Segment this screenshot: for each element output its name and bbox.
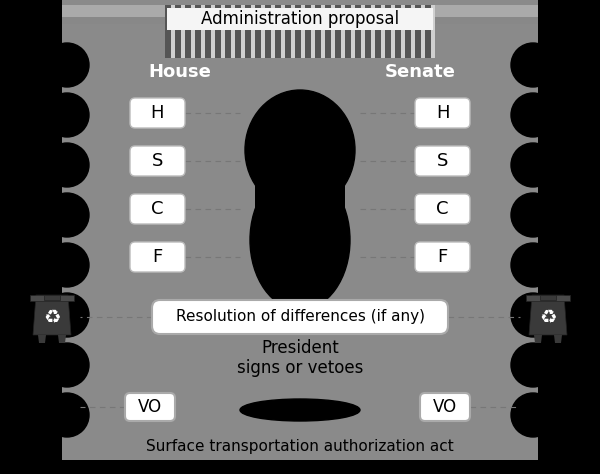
- Bar: [225, 5, 231, 58]
- Circle shape: [511, 193, 555, 237]
- Text: Administration proposal: Administration proposal: [201, 10, 399, 28]
- Bar: [425, 5, 431, 58]
- Text: C: C: [436, 200, 449, 218]
- Bar: [435, 17, 538, 24]
- Text: President
signs or vetoes: President signs or vetoes: [237, 338, 363, 377]
- Circle shape: [45, 43, 89, 87]
- Bar: [435, 5, 538, 17]
- Bar: [315, 5, 321, 58]
- FancyBboxPatch shape: [420, 393, 470, 421]
- Text: Resolution of differences (if any): Resolution of differences (if any): [176, 310, 425, 325]
- Bar: [405, 5, 411, 58]
- Bar: [165, 5, 435, 58]
- Text: Senate: Senate: [385, 63, 455, 81]
- Circle shape: [511, 393, 555, 437]
- Circle shape: [45, 243, 89, 287]
- Bar: [0, 0, 62, 474]
- Circle shape: [45, 343, 89, 387]
- Text: C: C: [151, 200, 164, 218]
- Bar: [215, 5, 221, 58]
- Ellipse shape: [240, 399, 360, 421]
- Circle shape: [45, 93, 89, 137]
- Bar: [395, 5, 401, 58]
- Ellipse shape: [250, 170, 350, 310]
- Text: Surface transportation authorization act: Surface transportation authorization act: [146, 439, 454, 455]
- Circle shape: [511, 343, 555, 387]
- Bar: [375, 5, 381, 58]
- Text: House: House: [149, 63, 211, 81]
- Text: S: S: [152, 152, 163, 170]
- FancyBboxPatch shape: [125, 393, 175, 421]
- Bar: [325, 5, 331, 58]
- Polygon shape: [554, 335, 562, 343]
- Bar: [62, 5, 165, 17]
- Polygon shape: [534, 335, 542, 343]
- Ellipse shape: [245, 90, 355, 210]
- Bar: [60, 0, 540, 470]
- Text: H: H: [436, 104, 449, 122]
- Circle shape: [511, 93, 555, 137]
- Text: H: H: [151, 104, 164, 122]
- Bar: [245, 5, 251, 58]
- Bar: [175, 5, 181, 58]
- Bar: [365, 5, 371, 58]
- Bar: [265, 5, 271, 58]
- Text: ♻: ♻: [539, 308, 557, 327]
- Text: S: S: [437, 152, 448, 170]
- FancyBboxPatch shape: [130, 194, 185, 224]
- Circle shape: [45, 293, 89, 337]
- Bar: [205, 5, 211, 58]
- Polygon shape: [38, 335, 46, 343]
- Bar: [165, 5, 171, 58]
- Polygon shape: [30, 295, 74, 301]
- FancyBboxPatch shape: [130, 98, 185, 128]
- Circle shape: [511, 293, 555, 337]
- FancyBboxPatch shape: [415, 194, 470, 224]
- FancyBboxPatch shape: [152, 300, 448, 334]
- Bar: [415, 5, 421, 58]
- Text: F: F: [152, 248, 163, 266]
- Bar: [295, 5, 301, 58]
- Bar: [255, 5, 261, 58]
- Polygon shape: [33, 295, 71, 335]
- Bar: [0, 460, 600, 474]
- Circle shape: [45, 393, 89, 437]
- Polygon shape: [58, 335, 66, 343]
- Polygon shape: [529, 295, 567, 335]
- Bar: [355, 5, 361, 58]
- Bar: [255, 140, 345, 220]
- Text: VO: VO: [433, 398, 457, 416]
- Circle shape: [511, 43, 555, 87]
- FancyBboxPatch shape: [415, 242, 470, 272]
- Bar: [335, 5, 341, 58]
- Polygon shape: [44, 295, 60, 300]
- FancyBboxPatch shape: [415, 98, 470, 128]
- Text: F: F: [437, 248, 448, 266]
- Text: ♻: ♻: [43, 308, 61, 327]
- Bar: [62, 17, 165, 24]
- Bar: [305, 5, 311, 58]
- Circle shape: [511, 143, 555, 187]
- Polygon shape: [526, 295, 570, 301]
- FancyBboxPatch shape: [130, 242, 185, 272]
- Bar: [285, 5, 291, 58]
- FancyBboxPatch shape: [130, 146, 185, 176]
- Bar: [167, 8, 433, 30]
- Text: VO: VO: [138, 398, 162, 416]
- Bar: [235, 5, 241, 58]
- Circle shape: [45, 143, 89, 187]
- FancyBboxPatch shape: [415, 146, 470, 176]
- Circle shape: [45, 193, 89, 237]
- Polygon shape: [540, 295, 556, 300]
- Bar: [195, 5, 201, 58]
- Circle shape: [511, 243, 555, 287]
- Bar: [275, 5, 281, 58]
- Bar: [345, 5, 351, 58]
- Bar: [385, 5, 391, 58]
- Bar: [538, 0, 600, 474]
- Bar: [185, 5, 191, 58]
